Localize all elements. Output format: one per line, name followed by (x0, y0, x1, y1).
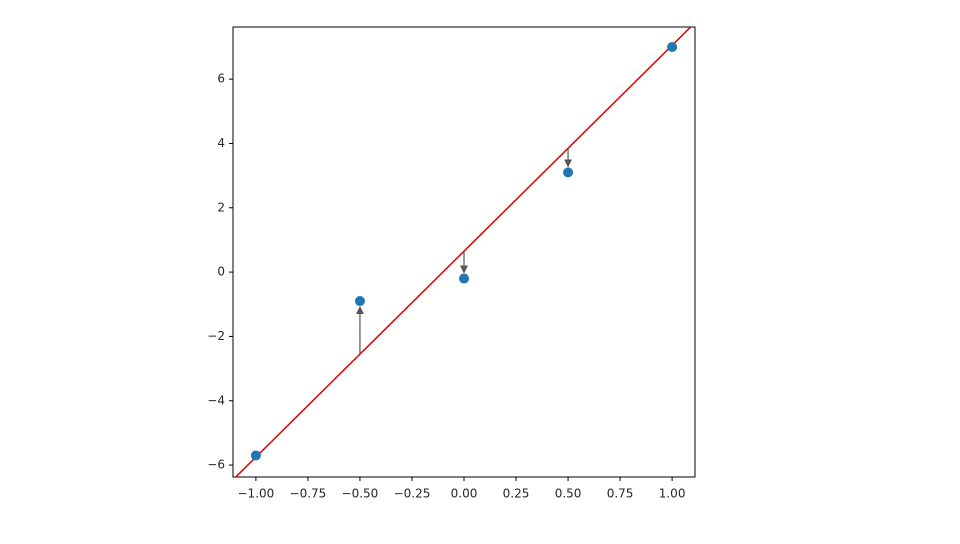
x-tick-label: 1.00 (659, 487, 686, 501)
data-point (563, 167, 574, 178)
x-tick-label: −0.25 (394, 487, 431, 501)
data-point (354, 296, 365, 307)
x-tick-label: 0.50 (555, 487, 582, 501)
x-tick-label: −1.00 (238, 487, 275, 501)
y-tick-label: 4 (217, 136, 225, 150)
x-tick-label: 0.00 (451, 487, 478, 501)
x-tick-label: −0.50 (342, 487, 379, 501)
y-tick-label: −2 (207, 329, 225, 343)
data-point (459, 273, 469, 284)
y-tick-label: 2 (217, 200, 225, 214)
x-tick-label: −0.75 (290, 487, 327, 501)
data-point (250, 450, 261, 461)
y-tick-label: −6 (207, 458, 225, 472)
x-tick-label: 0.25 (503, 487, 530, 501)
x-tick-label: 0.75 (607, 487, 634, 501)
data-point (667, 41, 678, 52)
plot-area (234, 27, 692, 477)
y-tick-label: −4 (207, 393, 225, 407)
y-tick-label: 6 (217, 72, 225, 86)
y-tick-label: 0 (217, 265, 225, 279)
